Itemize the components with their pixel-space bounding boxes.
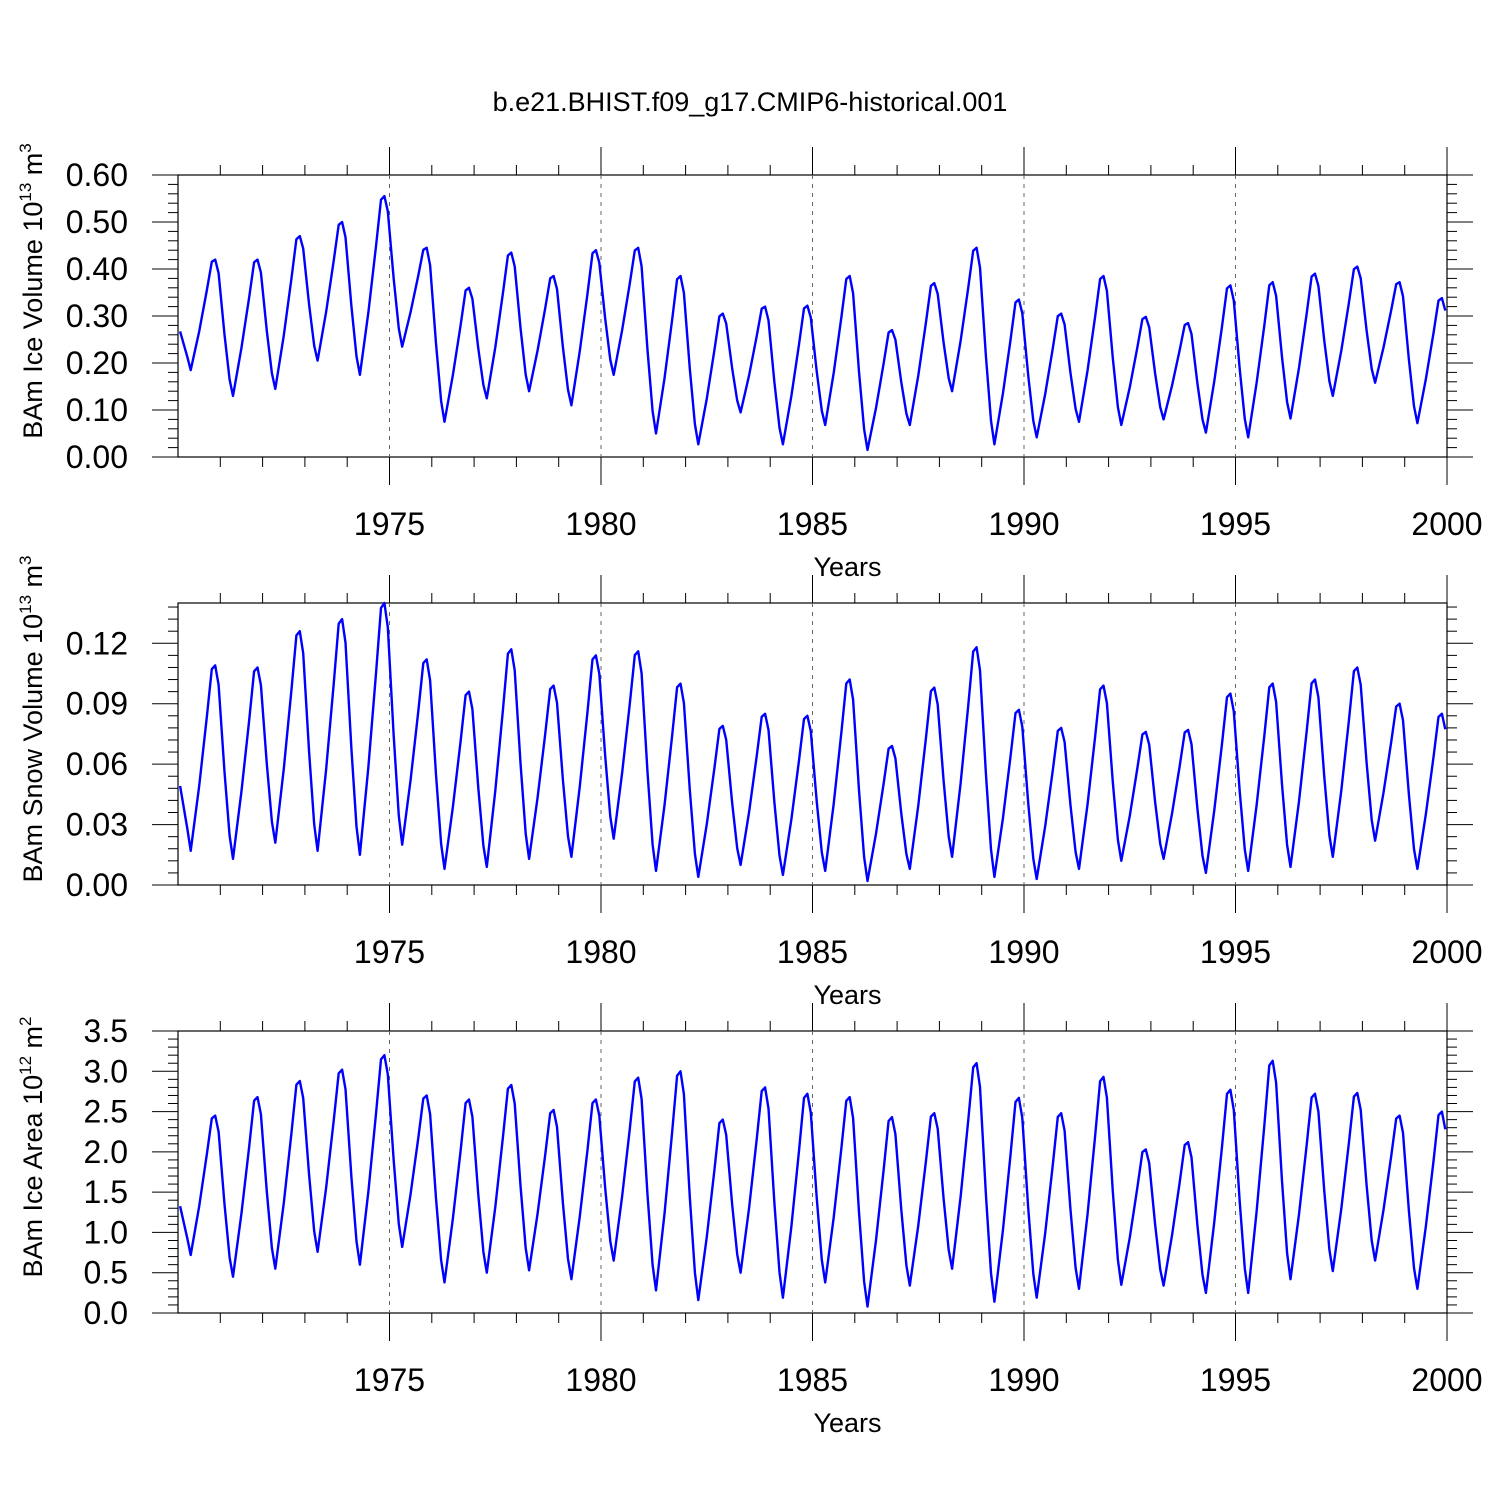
- x-tick-label: 1975: [354, 934, 425, 970]
- x-tick-label: 2000: [1411, 934, 1482, 970]
- x-axis-label: Years: [813, 552, 881, 582]
- x-tick-label: 1995: [1200, 934, 1271, 970]
- y-axis-label: BAm Ice Area 1012 m2: [16, 1017, 48, 1278]
- x-axis-label: Years: [813, 1408, 881, 1438]
- x-tick-label: 1975: [354, 1362, 425, 1398]
- x-tick-label: 1980: [565, 506, 636, 542]
- y-tick-label: 0.00: [66, 867, 128, 903]
- x-tick-label: 1990: [988, 1362, 1059, 1398]
- y-tick-label: 0.03: [66, 807, 128, 843]
- x-tick-label: 1985: [777, 1362, 848, 1398]
- panels: 1975 1980 1985 1990 1995 2000 0.00 0.10 0.20 0.30…: [16, 143, 1483, 1438]
- series-line: [178, 194, 1447, 452]
- x-tick-label: 1995: [1200, 506, 1271, 542]
- x-tick-label: 1980: [565, 934, 636, 970]
- y-tick-label: 0.09: [66, 686, 128, 722]
- x-tick-label: 1995: [1200, 1362, 1271, 1398]
- panel-snow-volume: 1975 1980 1985 1990 1995 2000 0.00 0.03 0.06 0.09…: [16, 555, 1483, 1010]
- panel-ice-volume: 1975 1980 1985 1990 1995 2000 0.00 0.10 0.20 0.30…: [16, 143, 1483, 582]
- x-tick-label: 2000: [1411, 506, 1482, 542]
- y-tick-label: 3.5: [84, 1013, 128, 1049]
- plot-frame: [177, 1030, 1448, 1314]
- x-tick-label: 1990: [988, 934, 1059, 970]
- y-tick-label: 0.12: [66, 625, 128, 661]
- series-line: [178, 601, 1447, 883]
- x-tick-label: 1990: [988, 506, 1059, 542]
- x-tick-label: 1980: [565, 1362, 636, 1398]
- y-tick-label: 0.60: [66, 157, 128, 193]
- y-axis-label: BAm Snow Volume 1013 m3: [16, 555, 48, 882]
- panel-ice-area: 1975 1980 1985 1990 1995 2000 0.0 0.5 1.0 1.5 2.0 2…: [16, 1003, 1483, 1438]
- y-axis-label: BAm Ice Volume 1013 m3: [16, 143, 48, 439]
- y-tick-label: 0.30: [66, 298, 128, 334]
- x-tick-label: 2000: [1411, 1362, 1482, 1398]
- y-tick-label: 0.5: [84, 1255, 128, 1291]
- y-tick-label: 0.20: [66, 345, 128, 381]
- x-tick-label: 1975: [354, 506, 425, 542]
- y-tick-label: 1.0: [84, 1214, 128, 1250]
- y-tick-label: 0.50: [66, 204, 128, 240]
- y-tick-label: 0.40: [66, 251, 128, 287]
- y-tick-label: 0.10: [66, 392, 128, 428]
- x-tick-label: 1985: [777, 934, 848, 970]
- y-tick-label: 0.06: [66, 746, 128, 782]
- y-tick-label: 0.00: [66, 439, 128, 475]
- y-tick-label: 2.5: [84, 1094, 128, 1130]
- y-tick-label: 1.5: [84, 1174, 128, 1210]
- series-line: [178, 1054, 1447, 1308]
- x-axis-label: Years: [813, 980, 881, 1010]
- x-tick-label: 1985: [777, 506, 848, 542]
- y-tick-label: 2.0: [84, 1134, 128, 1170]
- y-tick-label: 0.0: [84, 1295, 128, 1331]
- figure-title: b.e21.BHIST.f09_g17.CMIP6-historical.001: [493, 87, 1008, 117]
- y-tick-label: 3.0: [84, 1053, 128, 1089]
